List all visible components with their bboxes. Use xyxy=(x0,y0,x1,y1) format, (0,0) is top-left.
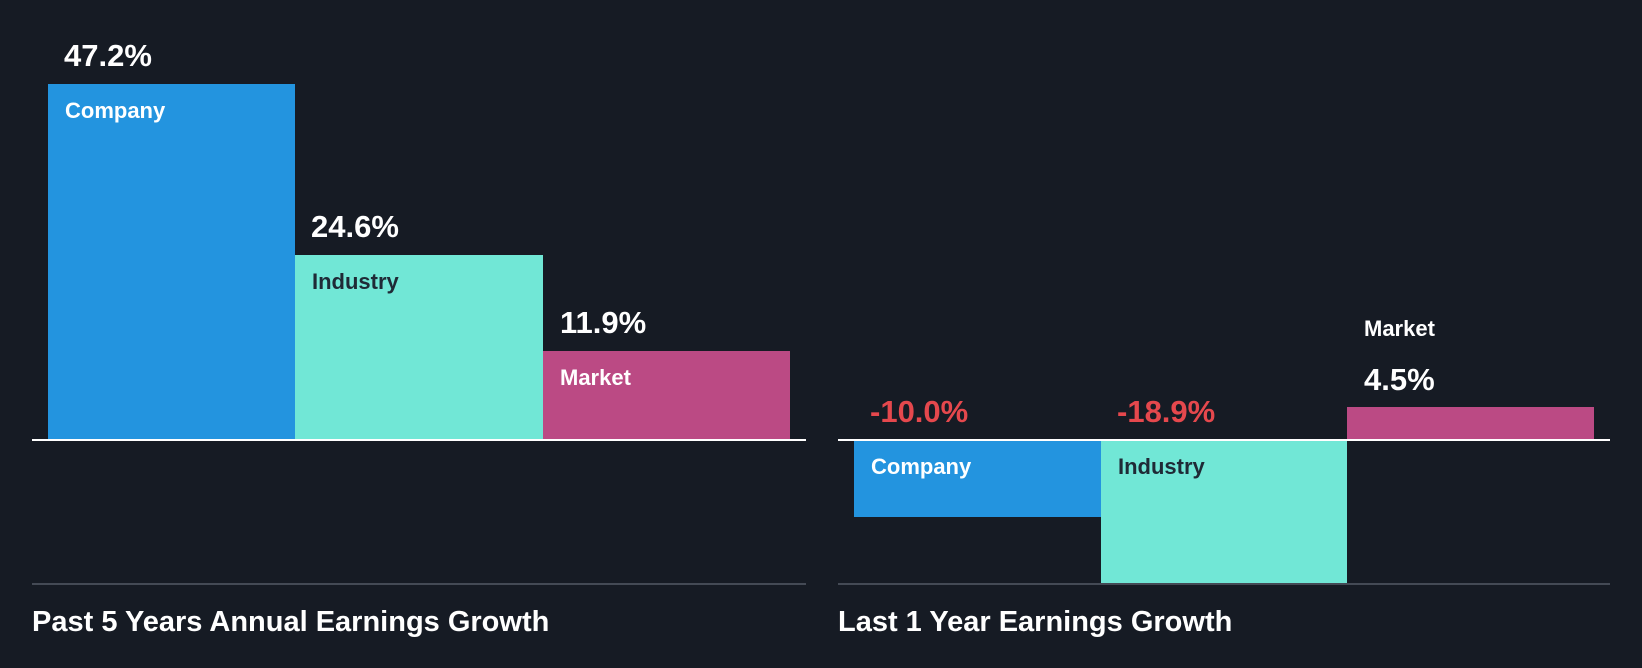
value-industry: -18.9% xyxy=(1117,394,1216,429)
bar-label-industry: Industry xyxy=(312,269,399,294)
value-market: 4.5% xyxy=(1364,362,1435,397)
bar-industry: Industry xyxy=(1101,440,1347,584)
bar-label-company: Company xyxy=(65,98,166,123)
bar-company: Company xyxy=(854,440,1101,517)
chart-title: Past 5 Years Annual Earnings Growth xyxy=(32,606,550,638)
zero-baseline xyxy=(838,439,1610,441)
bar-label-market: Market xyxy=(560,365,631,390)
bar-company: Company xyxy=(48,84,295,440)
bar-market xyxy=(1347,407,1594,440)
bar-industry: Industry xyxy=(295,255,543,440)
bottom-rule xyxy=(32,583,806,585)
value-company: -10.0% xyxy=(870,394,969,429)
value-company: 47.2% xyxy=(64,38,152,73)
bar-market: Market xyxy=(543,351,790,440)
zero-baseline xyxy=(32,439,806,441)
bottom-rule xyxy=(838,583,1610,585)
chart-title: Last 1 Year Earnings Growth xyxy=(838,606,1233,638)
value-industry: 24.6% xyxy=(311,209,399,244)
bar-label-industry: Industry xyxy=(1118,454,1205,479)
value-market: 11.9% xyxy=(560,305,647,340)
bar-label-company: Company xyxy=(871,454,972,479)
bar-label-market: Market xyxy=(1364,316,1435,341)
